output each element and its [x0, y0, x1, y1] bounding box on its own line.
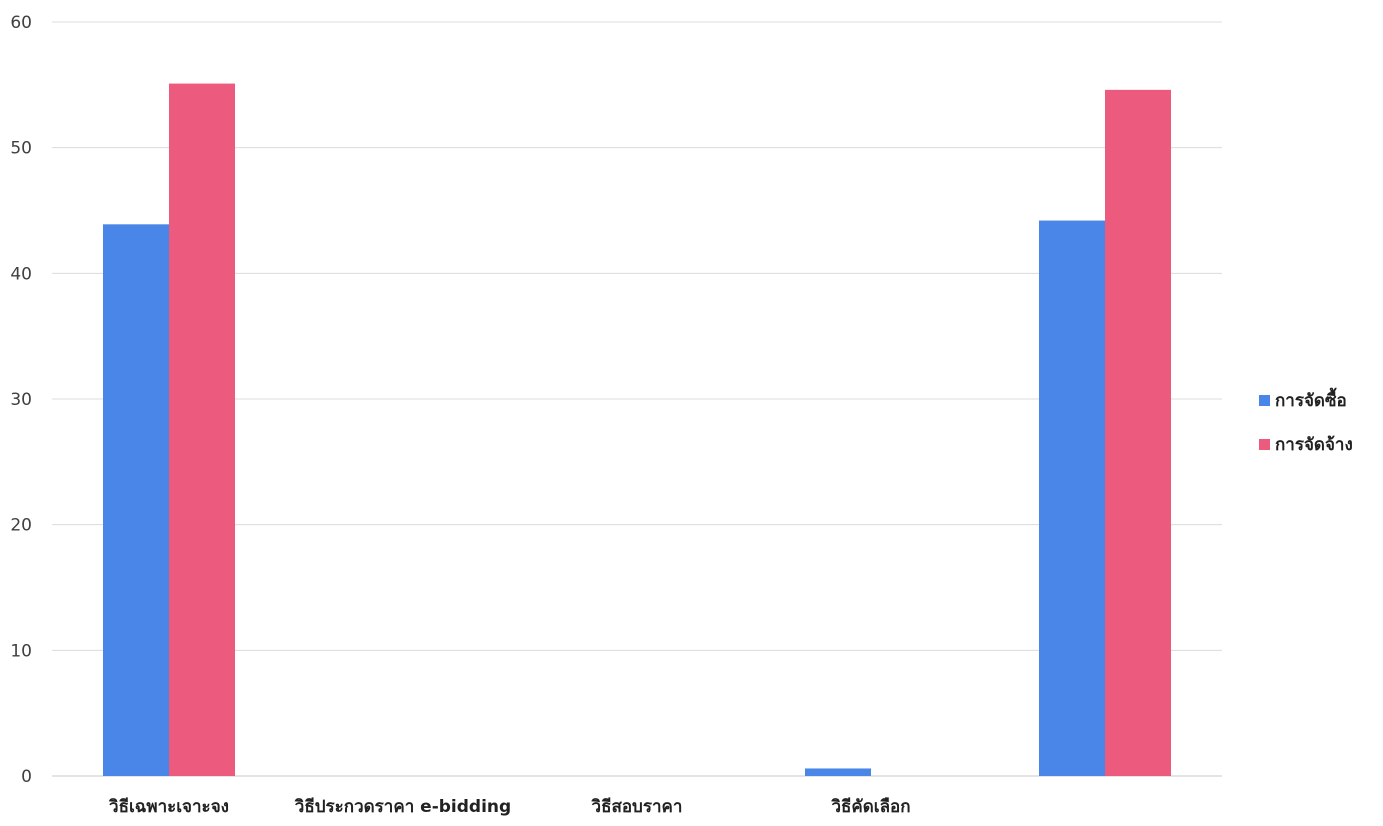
x-category-label: วิธีคัดเลือก	[831, 796, 911, 817]
bar-hire-0	[169, 83, 235, 777]
bar-purchase-4	[1039, 220, 1105, 776]
bar-hire-4	[1105, 89, 1171, 777]
bar-purchase-0	[103, 224, 169, 776]
y-tick-label: 10	[10, 641, 32, 661]
x-category-label: วิธีประกวดราคา e-bidding	[294, 796, 511, 817]
x-category-label: วิธีสอบราคา	[591, 796, 682, 817]
legend-label: การจัดซื้อ	[1275, 387, 1347, 411]
y-tick-label: 20	[10, 516, 32, 536]
x-category-label: วิธีเฉพาะเจาะจง	[109, 796, 229, 817]
y-tick-label: 30	[10, 390, 32, 410]
x-axis: วิธีเฉพาะเจาะจง วิธีประกวดราคา e-bidding ว…	[109, 796, 911, 817]
y-tick-label: 0	[21, 767, 32, 787]
legend-swatch	[1259, 395, 1270, 406]
bars	[103, 83, 1171, 777]
legend-swatch	[1259, 439, 1270, 450]
bar-purchase-3	[805, 768, 871, 776]
y-tick-label: 40	[10, 264, 32, 284]
gridlines	[52, 21, 1222, 777]
y-tick-label: 60	[10, 13, 32, 33]
legend-label: การจัดจ้าง	[1275, 435, 1353, 455]
y-tick-label: 50	[10, 139, 32, 159]
y-axis: 0 10 20 30 40 50 60	[10, 13, 32, 787]
